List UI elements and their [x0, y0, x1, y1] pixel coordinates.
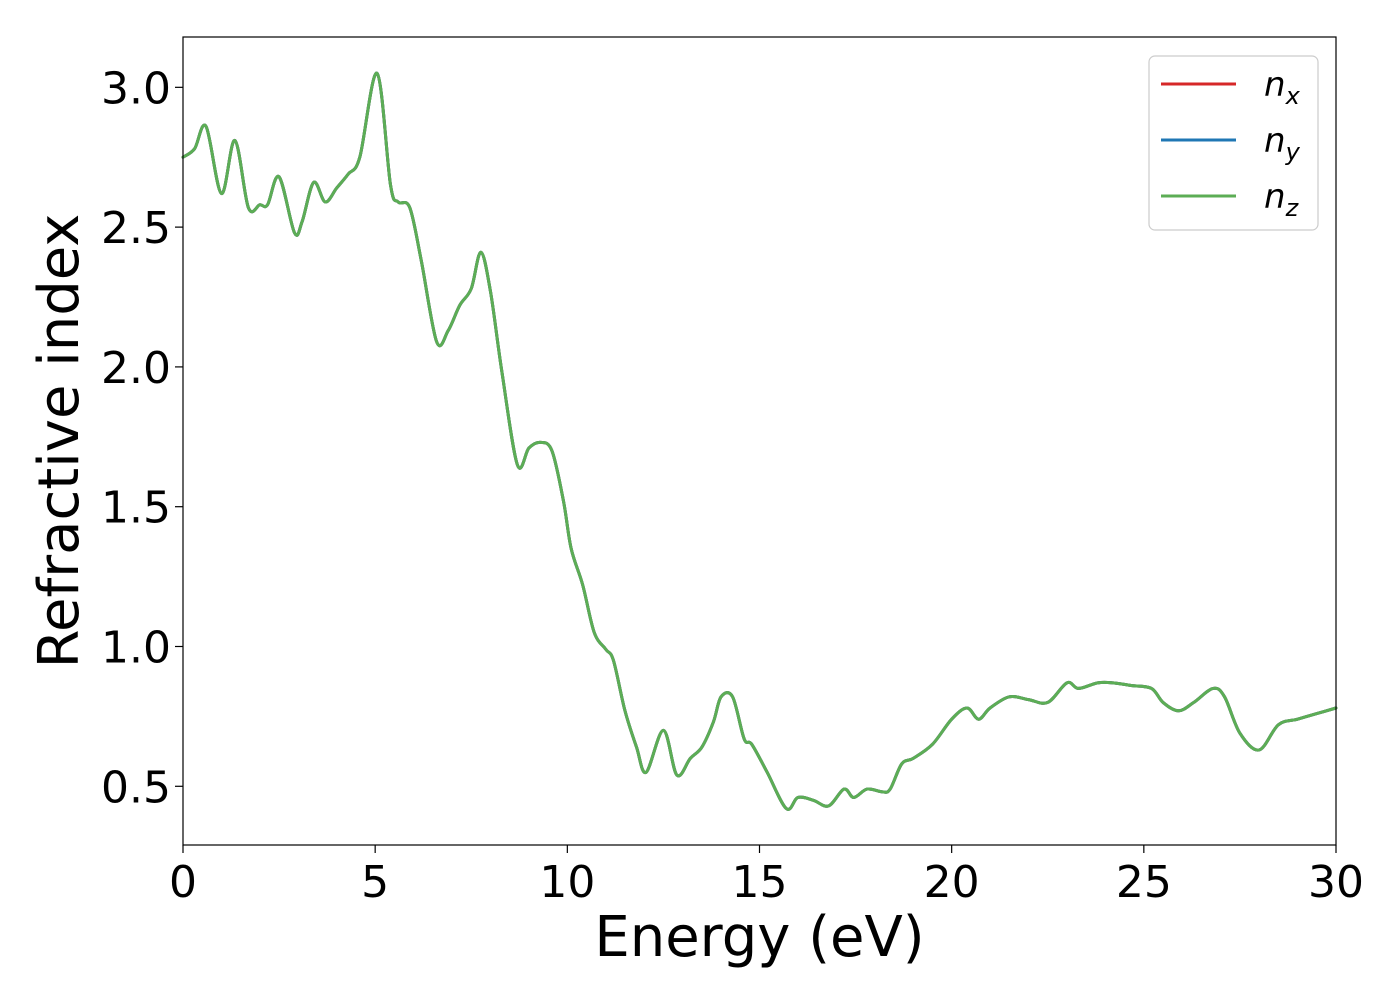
y-axis-ticks: 0.5 1.0 1.5 2.0 2.5 3.0: [101, 63, 183, 813]
x-axis-ticks: 0 5 10 15 20 25 30: [169, 845, 1364, 908]
x-tick-label: 25: [1116, 857, 1172, 908]
y-tick-label: 2.5: [101, 203, 171, 254]
legend-label-nx: nx: [1264, 65, 1301, 110]
plot-area: [183, 37, 1336, 845]
y-axis-title: Refractive index: [27, 214, 92, 669]
plot-frame: [182, 36, 1337, 846]
legend: nx ny nz: [1148, 55, 1319, 231]
x-axis-title: Energy (eV): [594, 905, 924, 970]
legend-label-ny: ny: [1264, 121, 1301, 166]
y-tick-label: 0.5: [101, 762, 171, 813]
x-tick-label: 15: [732, 857, 788, 908]
series-lines: [181, 71, 1338, 811]
y-tick-label: 1.0: [101, 622, 171, 673]
x-tick-label: 30: [1308, 857, 1364, 908]
x-tick-label: 0: [169, 857, 197, 908]
y-tick-label: 2.0: [101, 343, 171, 394]
legend-label-nz: nz: [1264, 177, 1300, 222]
x-tick-label: 20: [924, 857, 980, 908]
y-tick-label: 3.0: [101, 63, 171, 114]
legend-box: [1148, 55, 1319, 231]
x-tick-label: 10: [539, 857, 595, 908]
series-line-nz: [181, 71, 1338, 811]
y-tick-label: 1.5: [101, 483, 171, 534]
x-tick-label: 5: [361, 857, 389, 908]
